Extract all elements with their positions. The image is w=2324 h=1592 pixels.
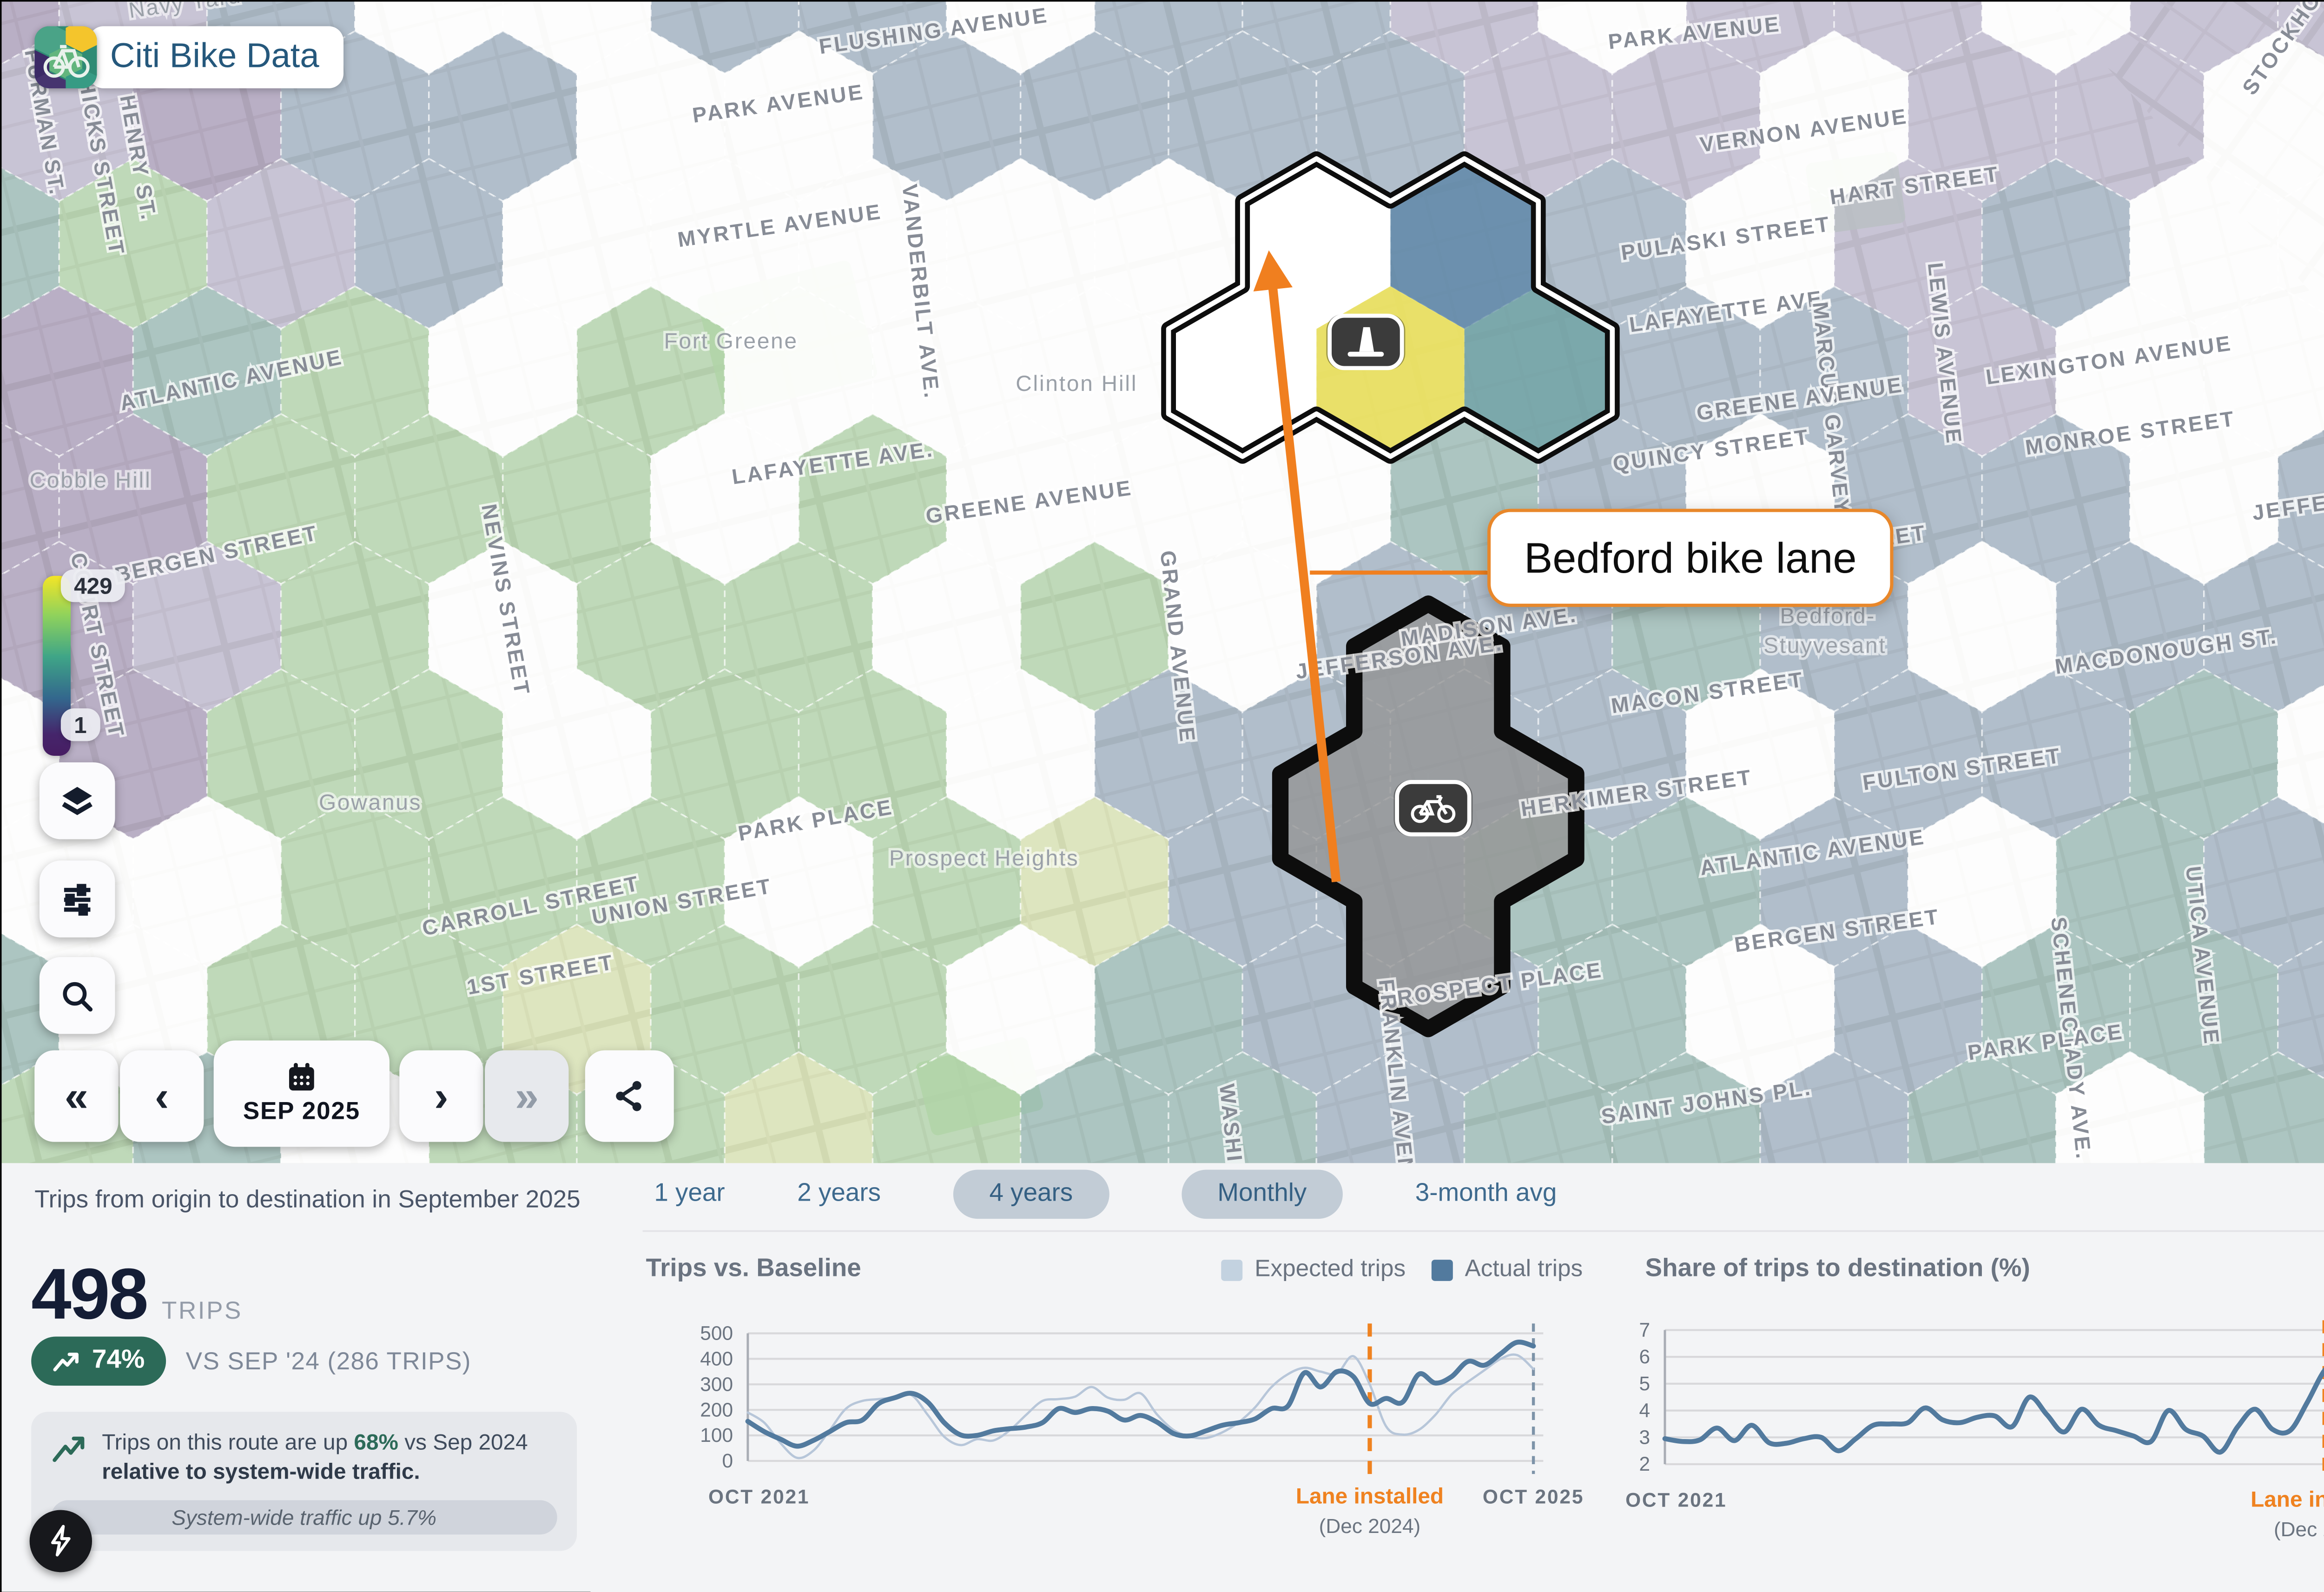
- system-traffic-note: System-wide traffic up 5.7%: [51, 1500, 557, 1535]
- svg-text:OCT 2021: OCT 2021: [1625, 1489, 1727, 1511]
- route-arrow: [1267, 279, 1341, 883]
- svg-text:100: 100: [700, 1424, 733, 1446]
- svg-text:Prospect Heights: Prospect Heights: [889, 846, 1079, 871]
- svg-text:4: 4: [1639, 1400, 1651, 1421]
- date-picker-button[interactable]: SEP 2025: [213, 1040, 390, 1147]
- svg-text:(Dec 2024): (Dec 2024): [2274, 1518, 2324, 1541]
- analytics-panel: Trips from origin to destination in Sept…: [1, 1163, 2324, 1592]
- scale-max-label: 429: [60, 569, 126, 602]
- last-month-button[interactable]: »: [485, 1050, 569, 1142]
- search-button[interactable]: [39, 957, 115, 1034]
- tab-monthly[interactable]: Monthly: [1181, 1169, 1343, 1219]
- svg-text:6: 6: [1639, 1346, 1651, 1367]
- time-range-tabs: 1 year 2 years 4 years Monthly 3-month a…: [654, 1163, 1557, 1225]
- svg-text:300: 300: [700, 1373, 733, 1395]
- svg-text:500: 500: [700, 1322, 733, 1344]
- legend-actual-trips: Actual trips: [1432, 1256, 1583, 1282]
- share-icon: [616, 1081, 641, 1111]
- chart1-title: Trips vs. Baseline: [646, 1255, 861, 1283]
- trips-vs-baseline-chart: 0 100 200 300 400 500 OCT 2021 OCT 2025 Lane ins…: [700, 1322, 1584, 1538]
- svg-text:(Dec 2024): (Dec 2024): [1319, 1515, 1421, 1538]
- svg-text:Gowanus: Gowanus: [319, 790, 422, 815]
- chart1-legend: Expected trips Actual trips: [1221, 1256, 1583, 1282]
- comparison-text: VS SEP '24 (286 TRIPS): [185, 1347, 471, 1375]
- tab-1-year[interactable]: 1 year: [654, 1179, 725, 1208]
- tab-3-month-avg[interactable]: 3-month avg: [1415, 1179, 1557, 1208]
- double-chevron-right-icon: »: [515, 1070, 539, 1120]
- panel-subtitle: Trips from origin to destination in Sept…: [34, 1186, 581, 1214]
- svg-text:Clinton Hill: Clinton Hill: [1016, 371, 1137, 396]
- calendar-icon: [289, 1063, 314, 1091]
- svg-text:7: 7: [1639, 1319, 1651, 1341]
- chart2-title: Share of trips to destination (%): [1645, 1255, 2030, 1283]
- map-canvas[interactable]: Navy Yard FLUSHING AVENUE PARK AVENUE PARK …: [1, 1, 2324, 1163]
- layers-icon: [62, 786, 92, 814]
- layers-button[interactable]: [39, 762, 115, 839]
- svg-text:Lane installed: Lane installed: [2251, 1487, 2324, 1512]
- share-button[interactable]: [585, 1050, 674, 1142]
- svg-text:Fort Greene: Fort Greene: [664, 329, 798, 354]
- finish-pylon-icon: [1347, 351, 1384, 357]
- tab-2-years[interactable]: 2 years: [797, 1179, 881, 1208]
- current-month-label: SEP 2025: [243, 1097, 360, 1126]
- svg-text:OCT 2025: OCT 2025: [1483, 1486, 1584, 1508]
- filters-button[interactable]: [39, 860, 115, 938]
- destination-marker[interactable]: [1326, 313, 1406, 370]
- svg-text:OCT 2021: OCT 2021: [708, 1486, 810, 1508]
- trend-badge-value: 74%: [92, 1346, 145, 1374]
- scale-min-label: 1: [60, 708, 100, 741]
- svg-text:400: 400: [700, 1348, 733, 1370]
- insight-text: Trips on this route are up 68% vs Sep 20…: [102, 1430, 528, 1484]
- quick-actions-button[interactable]: [29, 1510, 92, 1572]
- svg-text:3: 3: [1639, 1426, 1651, 1448]
- route-arrow-head: [1253, 250, 1293, 291]
- svg-text:0: 0: [722, 1450, 733, 1472]
- trips-count: 498: [31, 1255, 149, 1335]
- app-logo: Citi Bike Data: [34, 26, 344, 89]
- origin-marker[interactable]: [1393, 779, 1473, 837]
- trending-up-icon: [53, 1436, 85, 1462]
- svg-text:Cobble Hill: Cobble Hill: [30, 468, 152, 493]
- lightning-icon: [51, 1525, 71, 1557]
- trips-unit: TRIPS: [162, 1297, 243, 1325]
- tooltip-label: Bedford bike lane: [1524, 532, 1857, 582]
- trending-up-icon: [53, 1352, 79, 1371]
- svg-text:2: 2: [1639, 1453, 1651, 1475]
- chevron-right-icon: ›: [434, 1070, 449, 1120]
- expected-trips-swatch: [1221, 1259, 1243, 1281]
- svg-text:Lane installed: Lane installed: [1296, 1484, 1444, 1509]
- destination-cluster: [1161, 151, 1620, 464]
- tab-4-years[interactable]: 4 years: [953, 1169, 1109, 1219]
- trend-badge: 74%: [31, 1336, 166, 1386]
- first-month-button[interactable]: «: [34, 1050, 119, 1142]
- bedford-bike-lane-tooltip: Bedford bike lane: [1487, 509, 1894, 607]
- prev-month-button[interactable]: ‹: [120, 1050, 204, 1142]
- sliders-icon: [64, 883, 91, 915]
- double-chevron-left-icon: «: [64, 1070, 89, 1120]
- svg-text:Stuyvesant: Stuyvesant: [1763, 633, 1886, 658]
- citibike-logo-icon: [34, 26, 97, 89]
- tabs-divider: [642, 1230, 2324, 1232]
- app-title: Citi Bike Data: [88, 26, 344, 89]
- origin-cluster: [1272, 595, 1585, 1037]
- search-icon: [63, 981, 93, 1011]
- legend-expected-trips: Expected trips: [1221, 1256, 1406, 1282]
- svg-text:5: 5: [1639, 1373, 1651, 1394]
- actual-trips-swatch: [1432, 1259, 1453, 1281]
- insight-card: Trips on this route are up 68% vs Sep 20…: [31, 1412, 577, 1551]
- bicycle-icon: [1411, 795, 1456, 823]
- next-month-button[interactable]: ›: [399, 1050, 483, 1142]
- chevron-left-icon: ‹: [154, 1070, 169, 1120]
- svg-text:200: 200: [700, 1399, 733, 1420]
- svg-text:Bedford-: Bedford-: [1780, 604, 1875, 628]
